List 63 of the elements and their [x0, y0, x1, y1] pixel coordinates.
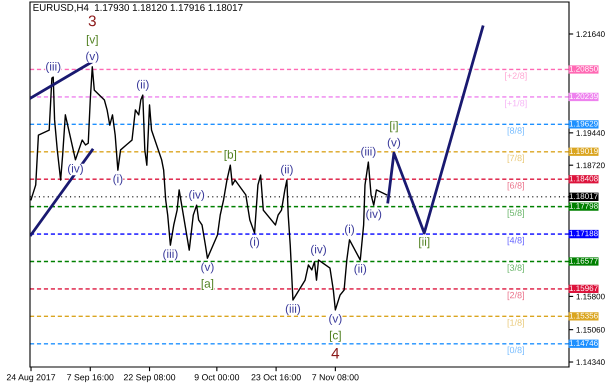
- annotation: [3/8]: [508, 264, 524, 273]
- ref-line-label: 1.18408: [570, 176, 598, 182]
- x-tick-label: 23 Oct 16:00: [251, 374, 301, 380]
- ref-line-label: 1.19629: [570, 120, 598, 127]
- annotation: [i]: [390, 121, 398, 132]
- annotation: [8/8]: [508, 127, 524, 136]
- annotation: [ii]: [419, 237, 430, 248]
- ref-line-label: 1.17188: [570, 230, 598, 236]
- annotation: [5/8]: [508, 209, 524, 218]
- annotation: (iv): [68, 164, 83, 175]
- ref-line-label: 1.18017: [570, 193, 598, 199]
- annotation: [6/8]: [508, 182, 524, 190]
- ref-line-label: 1.20239: [570, 93, 598, 100]
- ref-line-label: 1.16577: [570, 258, 598, 264]
- annotation: (iv): [311, 244, 326, 256]
- y-tick-label: 1.19440: [576, 130, 605, 136]
- annotation: [b]: [224, 150, 236, 162]
- ref-line-label: 1.20850: [570, 66, 598, 72]
- annotation: (i): [113, 174, 122, 186]
- annotation: [c]: [330, 330, 341, 342]
- annotation: (v): [86, 52, 98, 63]
- y-tick-label: 1.15800: [576, 294, 605, 300]
- y-tick-label: 1.18720: [576, 162, 605, 168]
- annotation: [v]: [86, 34, 98, 46]
- annotation: (iii): [286, 304, 300, 316]
- ref-line-label: 1.17798: [570, 203, 598, 209]
- annotation: (iii): [46, 62, 60, 73]
- annotation: (v): [201, 262, 214, 274]
- x-tick-label: 22 Sep 08:00: [124, 374, 176, 382]
- annotation: [+2/8]: [505, 72, 527, 81]
- annotation: [0/8]: [508, 346, 524, 355]
- annotation: (v): [329, 314, 342, 326]
- annotation: (ii): [136, 80, 149, 91]
- chart-title: EURUSD,H4 1.17930 1.18120 1.17916 1.18017: [33, 4, 242, 12]
- annotation: (i): [250, 237, 260, 248]
- annotation: [+1/8]: [505, 100, 527, 108]
- annotation: [1/8]: [508, 319, 524, 328]
- annotation: (i): [344, 224, 354, 236]
- annotation: [a]: [202, 279, 214, 290]
- y-tick-label: 1.21640: [576, 31, 605, 37]
- annotation: [4/8]: [508, 236, 524, 246]
- x-tick-label: 24 Aug 2017: [6, 374, 56, 382]
- annotation: (ii): [354, 264, 366, 276]
- annotation: [2/8]: [508, 292, 524, 300]
- annotation: (iv): [366, 209, 382, 220]
- x-tick-label: 7 Nov 08:00: [312, 374, 359, 380]
- annotation: 4: [331, 348, 340, 358]
- ref-line-label: 1.19019: [570, 148, 598, 154]
- x-tick-label: 9 Oct 00:00: [194, 374, 240, 380]
- annotation: 3: [88, 15, 96, 26]
- ref-line-label: 1.15967: [570, 285, 598, 292]
- annotation: (iii): [361, 146, 376, 158]
- annotation: [7/8]: [508, 154, 524, 163]
- annotation: (ii): [281, 164, 293, 176]
- y-tick-label: 1.14340: [576, 359, 605, 366]
- ref-line-label: 1.15356: [570, 312, 598, 319]
- annotation: (iii): [163, 249, 178, 260]
- line-series: [386, 25, 484, 234]
- annotation: (iv): [189, 190, 204, 202]
- y-tick-label: 1.15060: [576, 326, 605, 333]
- annotation: (v): [388, 138, 400, 149]
- ref-line-label: 1.14746: [570, 340, 598, 346]
- x-tick-label: 7 Sep 16:00: [67, 374, 114, 382]
